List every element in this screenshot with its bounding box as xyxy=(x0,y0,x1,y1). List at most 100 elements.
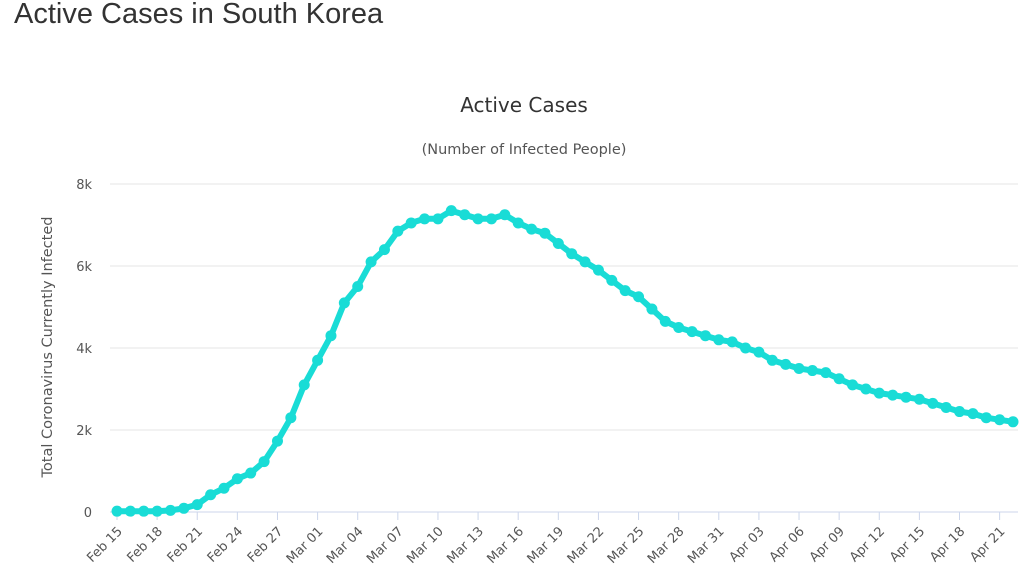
data-point xyxy=(967,408,979,420)
data-point xyxy=(566,248,578,260)
data-point xyxy=(954,406,966,418)
data-point xyxy=(659,315,671,327)
data-point xyxy=(298,379,310,391)
data-point xyxy=(191,499,203,511)
data-point xyxy=(124,505,136,517)
data-point xyxy=(1007,416,1019,428)
data-point xyxy=(271,435,283,447)
y-tick-label: 6k xyxy=(76,260,92,275)
data-point xyxy=(713,334,725,346)
data-point xyxy=(432,213,444,225)
chart-title: Active Cases xyxy=(460,93,588,117)
data-point xyxy=(887,389,899,401)
data-point xyxy=(633,291,645,303)
data-point xyxy=(178,502,190,514)
data-point xyxy=(592,264,604,276)
y-tick-label: 8k xyxy=(76,178,92,193)
data-point xyxy=(619,285,631,297)
page-title: Active Cases in South Korea xyxy=(14,0,384,30)
x-tick-label: Mar 28 xyxy=(645,524,688,567)
x-tick-label: Apr 09 xyxy=(807,524,848,565)
x-tick-label: Feb 24 xyxy=(205,524,247,566)
data-point xyxy=(860,383,872,395)
data-point xyxy=(539,227,551,239)
x-tick-label: Mar 13 xyxy=(444,524,487,567)
data-point xyxy=(686,326,698,338)
y-axis-title: Total Coronavirus Currently Infected xyxy=(40,217,56,479)
data-point xyxy=(726,336,738,348)
x-tick-label: Mar 01 xyxy=(284,524,327,567)
data-point xyxy=(445,205,457,217)
y-tick-label: 0 xyxy=(84,506,92,521)
data-point xyxy=(231,473,243,485)
data-point xyxy=(699,330,711,342)
x-tick-label: Mar 07 xyxy=(364,524,407,567)
x-tick-label: Mar 31 xyxy=(685,524,728,567)
data-point xyxy=(900,391,912,403)
data-point xyxy=(352,281,364,292)
data-point xyxy=(472,213,484,225)
data-point xyxy=(218,482,230,494)
data-point xyxy=(164,504,176,516)
data-point xyxy=(419,213,431,225)
data-point xyxy=(913,393,925,405)
data-point xyxy=(338,297,350,309)
x-tick-label: Mar 10 xyxy=(404,524,447,567)
x-tick-label: Apr 12 xyxy=(847,524,888,565)
data-point xyxy=(111,505,123,517)
x-tick-label: Mar 25 xyxy=(605,524,648,567)
data-point xyxy=(245,467,257,479)
data-point xyxy=(606,274,618,286)
data-point xyxy=(138,505,150,517)
data-point xyxy=(740,342,752,354)
data-point xyxy=(994,414,1006,426)
data-point xyxy=(285,412,297,424)
series-active-cases xyxy=(111,205,1019,517)
data-point xyxy=(485,213,497,225)
data-point xyxy=(793,363,805,374)
data-point xyxy=(512,217,524,229)
x-tick-label: Mar 19 xyxy=(525,524,568,567)
data-point xyxy=(552,237,564,249)
data-point xyxy=(873,387,885,399)
data-point xyxy=(820,367,832,379)
data-point xyxy=(780,358,792,370)
data-point xyxy=(378,244,390,256)
series-line xyxy=(114,207,1016,515)
data-point xyxy=(753,346,765,358)
data-point xyxy=(673,322,685,333)
data-point xyxy=(405,217,417,229)
data-point xyxy=(847,379,859,391)
data-point xyxy=(526,223,538,235)
data-point xyxy=(833,373,845,385)
x-tick-label: Apr 06 xyxy=(767,524,808,565)
data-point xyxy=(766,354,778,366)
x-tick-label: Apr 21 xyxy=(967,524,1008,565)
data-point xyxy=(927,397,939,409)
data-point xyxy=(205,489,217,501)
data-point xyxy=(579,256,591,268)
data-point xyxy=(459,209,471,221)
data-point xyxy=(258,456,270,468)
x-tick-label: Feb 15 xyxy=(84,524,126,566)
x-tick-label: Mar 04 xyxy=(324,524,367,567)
data-point xyxy=(499,209,511,221)
data-point xyxy=(392,225,404,237)
data-point xyxy=(980,412,992,424)
x-tick-label: Feb 21 xyxy=(165,524,207,566)
x-tick-label: Feb 27 xyxy=(245,524,287,566)
data-point xyxy=(940,401,952,413)
y-tick-label: 2k xyxy=(76,424,92,439)
data-point xyxy=(646,303,658,315)
x-tick-label: Feb 18 xyxy=(124,524,166,566)
data-point xyxy=(312,354,324,366)
chart-subtitle: (Number of Infected People) xyxy=(422,142,627,158)
gridlines xyxy=(110,183,1018,513)
x-tick-label: Apr 15 xyxy=(887,524,928,565)
data-point xyxy=(365,256,377,268)
x-tick-label: Mar 22 xyxy=(565,524,608,567)
y-tick-label: 4k xyxy=(76,342,92,357)
x-tick-label: Mar 16 xyxy=(484,524,527,567)
